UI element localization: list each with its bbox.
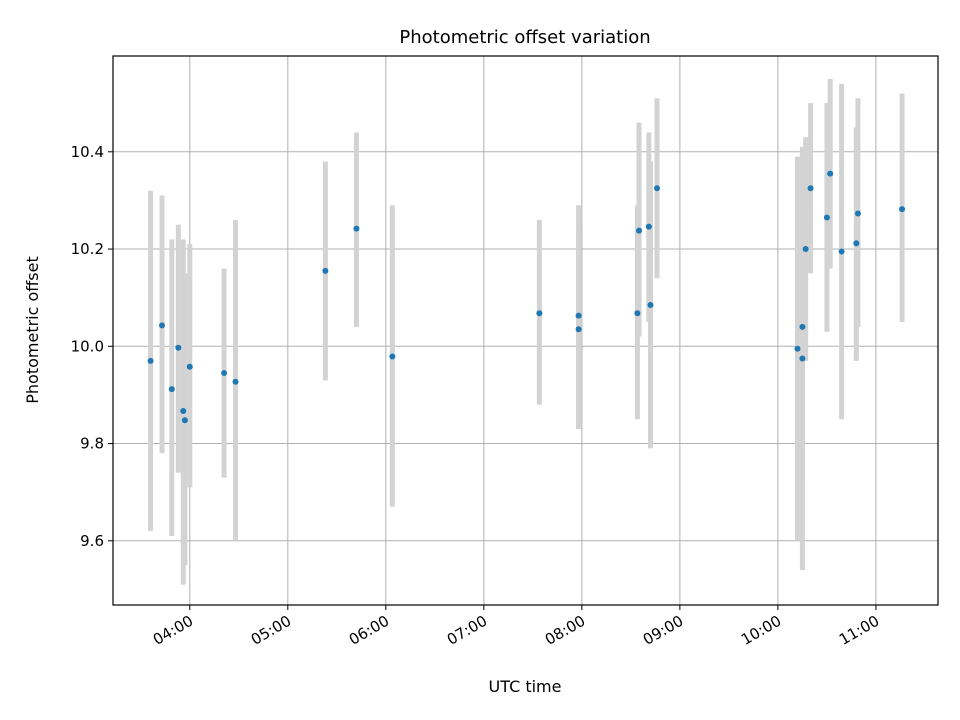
data-point bbox=[232, 378, 239, 385]
plot-frame bbox=[112, 55, 939, 606]
data-point bbox=[186, 363, 193, 370]
data-point bbox=[654, 185, 661, 192]
y-tick-label: 9.6 bbox=[80, 532, 104, 550]
data-point bbox=[353, 225, 360, 232]
data-point bbox=[647, 301, 654, 308]
data-point bbox=[854, 210, 861, 217]
data-point bbox=[159, 322, 166, 329]
data-markers bbox=[147, 170, 906, 424]
chart-title: Photometric offset variation bbox=[399, 27, 650, 48]
data-point bbox=[827, 170, 834, 177]
data-point bbox=[899, 206, 906, 213]
data-point bbox=[181, 417, 188, 424]
data-point bbox=[536, 310, 543, 317]
data-point bbox=[634, 310, 641, 317]
data-point bbox=[575, 312, 582, 319]
data-point bbox=[645, 223, 652, 230]
data-point bbox=[147, 357, 154, 364]
y-axis-label: Photometric offset bbox=[23, 256, 42, 404]
y-tick-label: 10.0 bbox=[71, 337, 104, 355]
y-axis-ticks: 9.6 9.8 10.0 10.2 10.4 bbox=[71, 143, 113, 550]
data-point bbox=[180, 407, 187, 414]
data-point bbox=[799, 323, 806, 330]
data-point bbox=[575, 326, 582, 333]
data-point bbox=[802, 246, 809, 253]
y-tick-label: 9.8 bbox=[80, 435, 104, 453]
data-point bbox=[175, 344, 182, 351]
data-point bbox=[389, 353, 396, 360]
data-point bbox=[794, 345, 801, 352]
y-tick-label: 10.4 bbox=[71, 143, 104, 161]
data-point bbox=[838, 248, 845, 255]
x-axis-label: UTC time bbox=[489, 677, 562, 696]
data-point bbox=[636, 227, 643, 234]
data-point bbox=[322, 267, 329, 274]
y-tick-label: 10.2 bbox=[71, 240, 104, 258]
data-point bbox=[807, 185, 814, 192]
data-point bbox=[823, 214, 830, 221]
data-point bbox=[221, 370, 228, 377]
data-point bbox=[853, 240, 860, 247]
data-point bbox=[799, 355, 806, 362]
data-point bbox=[168, 386, 175, 393]
